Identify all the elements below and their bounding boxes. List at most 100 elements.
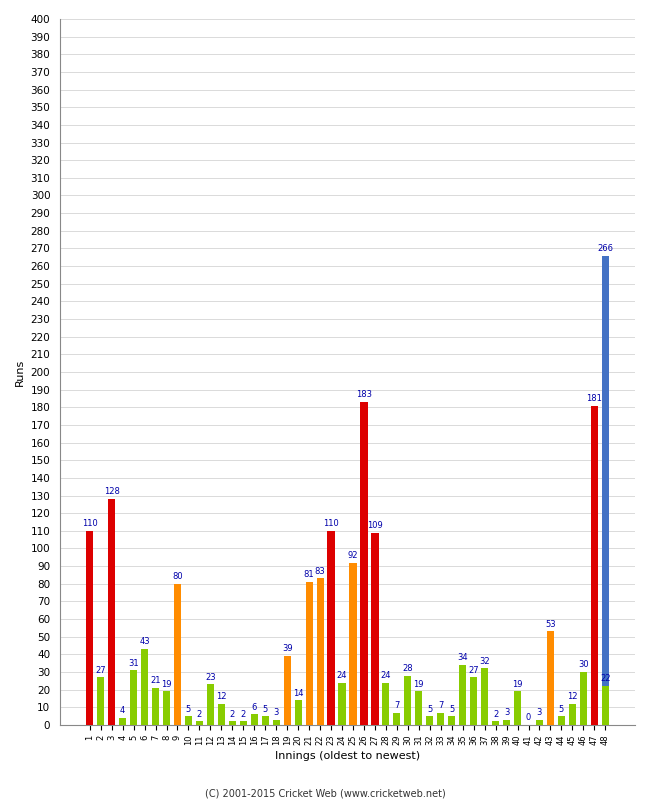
Bar [448, 716, 455, 725]
Bar [97, 678, 104, 725]
Bar [580, 672, 587, 725]
Text: 5: 5 [186, 705, 191, 714]
Text: 19: 19 [512, 680, 523, 689]
Bar [481, 669, 488, 725]
Bar [350, 562, 357, 725]
Text: 3: 3 [274, 708, 279, 717]
Bar [339, 682, 346, 725]
Bar [141, 649, 148, 725]
Bar [470, 678, 477, 725]
Bar [382, 682, 389, 725]
Text: 0: 0 [526, 714, 531, 722]
Bar [218, 704, 225, 725]
Text: 3: 3 [504, 708, 509, 717]
Bar [152, 688, 159, 725]
Text: 30: 30 [578, 660, 589, 670]
Text: 83: 83 [315, 567, 326, 576]
Text: 24: 24 [381, 671, 391, 680]
Bar [514, 691, 521, 725]
Text: 27: 27 [469, 666, 479, 674]
Text: 24: 24 [337, 671, 347, 680]
Bar [591, 406, 598, 725]
Text: 5: 5 [427, 705, 432, 714]
Text: 31: 31 [128, 658, 139, 668]
Bar [229, 722, 236, 725]
Text: 2: 2 [229, 710, 235, 718]
Text: 110: 110 [323, 519, 339, 528]
Text: 5: 5 [263, 705, 268, 714]
Bar [108, 499, 115, 725]
X-axis label: Innings (oldest to newest): Innings (oldest to newest) [275, 751, 420, 761]
Bar [119, 718, 126, 725]
Text: 109: 109 [367, 521, 383, 530]
Bar [492, 722, 499, 725]
Text: 7: 7 [394, 701, 400, 710]
Bar [547, 631, 554, 725]
Bar [196, 722, 203, 725]
Text: 34: 34 [458, 654, 468, 662]
Text: 2: 2 [197, 710, 202, 718]
Text: 19: 19 [161, 680, 172, 689]
Bar [130, 670, 137, 725]
Text: 22: 22 [600, 674, 610, 683]
Text: 80: 80 [172, 572, 183, 581]
Bar [536, 720, 543, 725]
Text: 12: 12 [567, 692, 578, 701]
Bar [393, 713, 400, 725]
Text: 12: 12 [216, 692, 227, 701]
Text: 39: 39 [282, 645, 293, 654]
Y-axis label: Runs: Runs [15, 358, 25, 386]
Bar [360, 402, 367, 725]
Bar [415, 691, 423, 725]
Bar [262, 716, 269, 725]
Bar [328, 531, 335, 725]
Text: 23: 23 [205, 673, 216, 682]
Text: 92: 92 [348, 551, 358, 560]
Text: 5: 5 [449, 705, 454, 714]
Text: 14: 14 [293, 689, 304, 698]
Text: 32: 32 [479, 657, 490, 666]
Text: (C) 2001-2015 Cricket Web (www.cricketweb.net): (C) 2001-2015 Cricket Web (www.cricketwe… [205, 788, 445, 798]
Bar [283, 656, 291, 725]
Bar [602, 686, 609, 725]
Bar [371, 533, 378, 725]
Text: 3: 3 [537, 708, 542, 717]
Text: 81: 81 [304, 570, 315, 579]
Bar [251, 714, 258, 725]
Bar [86, 531, 94, 725]
Text: 110: 110 [82, 519, 98, 528]
Text: 181: 181 [586, 394, 603, 403]
Bar [306, 582, 313, 725]
Bar [503, 720, 510, 725]
Bar [207, 684, 214, 725]
Text: 5: 5 [559, 705, 564, 714]
Bar [174, 584, 181, 725]
Text: 19: 19 [413, 680, 424, 689]
Text: 28: 28 [402, 664, 413, 673]
Text: 266: 266 [597, 244, 614, 253]
Text: 21: 21 [150, 676, 161, 686]
Bar [272, 720, 280, 725]
Bar [404, 675, 411, 725]
Text: 183: 183 [356, 390, 372, 399]
Text: 7: 7 [438, 701, 443, 710]
Bar [317, 578, 324, 725]
Bar [437, 713, 445, 725]
Bar [459, 665, 466, 725]
Text: 27: 27 [96, 666, 106, 674]
Bar [569, 704, 576, 725]
Bar [240, 722, 247, 725]
Text: 43: 43 [139, 638, 150, 646]
Bar [602, 255, 609, 725]
Bar [185, 716, 192, 725]
Bar [558, 716, 565, 725]
Bar [294, 700, 302, 725]
Bar [163, 691, 170, 725]
Text: 128: 128 [104, 487, 120, 497]
Text: 2: 2 [493, 710, 499, 718]
Text: 2: 2 [240, 710, 246, 718]
Text: 4: 4 [120, 706, 125, 715]
Bar [426, 716, 434, 725]
Text: 6: 6 [252, 702, 257, 712]
Text: 53: 53 [545, 620, 556, 629]
